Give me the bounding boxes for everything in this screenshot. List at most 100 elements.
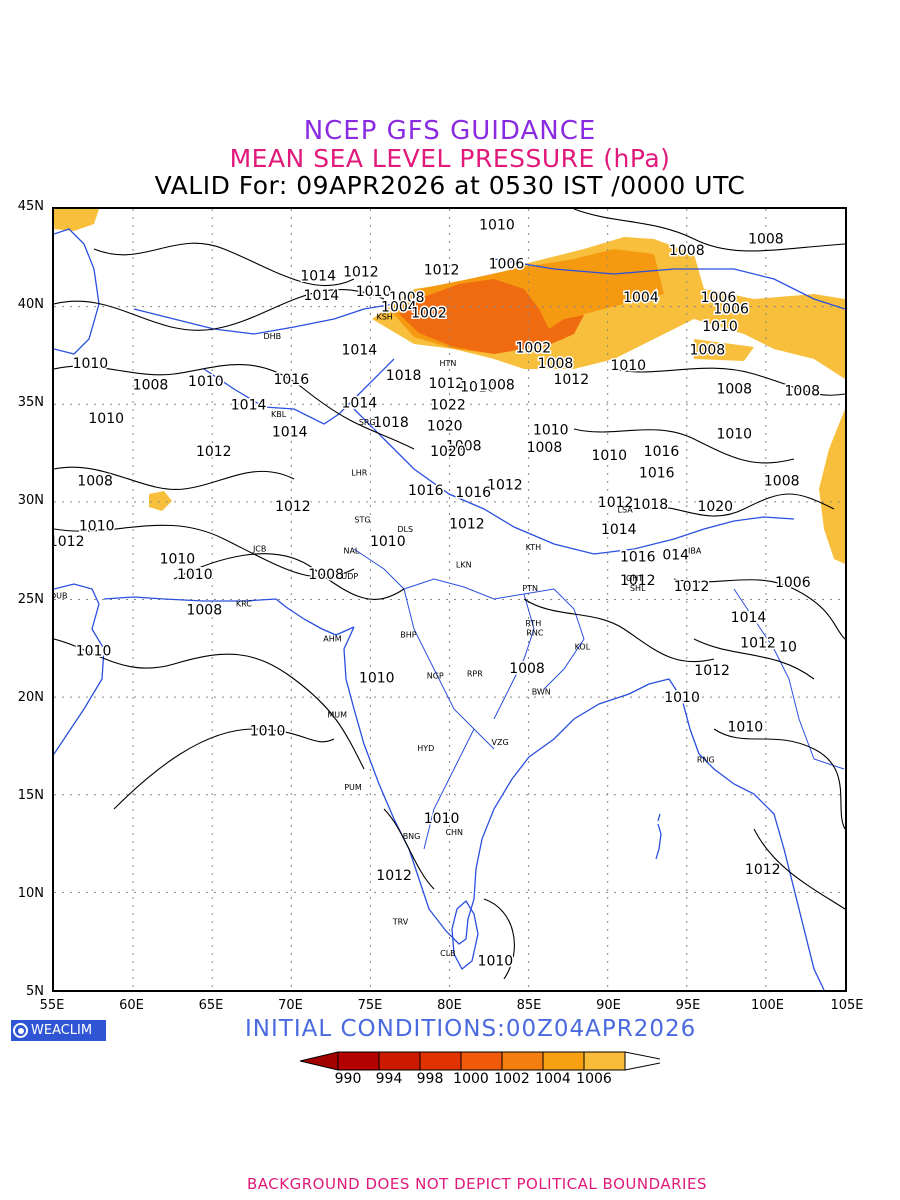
contour-label: 1008 (764, 473, 800, 489)
contour-label: 1020 (430, 444, 466, 460)
contour-label: 1006 (701, 290, 737, 306)
logo-text: WEACLIM (31, 1023, 93, 1038)
contour-label: 1010 (177, 567, 213, 583)
colorbar-segment (460, 1051, 503, 1071)
contour-label: 1014 (304, 288, 340, 304)
city-label: AHM (323, 635, 341, 644)
contour-label: 1012 (343, 264, 379, 280)
disclaimer-text: BACKGROUND DOES NOT DEPICT POLITICAL BOU… (247, 1175, 707, 1193)
contour-label: 1014 (601, 522, 637, 538)
contour-label: 1016 (620, 550, 656, 566)
colorbar-min-arrow (300, 1051, 339, 1071)
contour-label: 1012 (487, 477, 523, 493)
contour-label: 1012 (740, 635, 776, 651)
contour-label: 1018 (386, 368, 422, 384)
china-border (493, 258, 845, 310)
lat-tick-label: 25N (17, 591, 44, 607)
fill-1004-1006 (819, 409, 845, 564)
colorbar-tick-label: 1000 (453, 1071, 489, 1087)
contour-label: 1006 (713, 302, 749, 318)
bay-of-bengal-east-coast (648, 678, 825, 990)
india-coastline (343, 626, 650, 945)
gulf-of-kutch (275, 598, 355, 636)
logo-icon (13, 1023, 28, 1038)
contour-label: 1010 (160, 551, 196, 567)
city-label: KSH (376, 312, 392, 321)
lon-tick-label: 75E (357, 998, 383, 1013)
contour-label: 1016 (639, 466, 675, 482)
fill-1004-1006 (694, 339, 754, 361)
isobar-line (673, 578, 845, 640)
isobar-line (93, 242, 355, 287)
contour-label: 1008 (77, 473, 113, 489)
contour-label: 1022 (430, 397, 466, 413)
city-label: LKN (456, 560, 472, 569)
lat-tick-label: 20N (17, 689, 44, 705)
colorbar-max-arrow (624, 1051, 660, 1071)
contour-label: 1012 (674, 579, 710, 595)
chart-subtitle: MEAN SEA LEVEL PRESSURE (hPa) (229, 144, 671, 173)
contour-label: 1012 (54, 534, 84, 550)
initial-conditions: INITIAL CONDITIONS:00Z04APR2026 (245, 1016, 697, 1042)
isobar-line (54, 524, 355, 578)
colorbar-tick-label: 998 (416, 1071, 444, 1087)
city-label: RNC (526, 629, 544, 638)
contour-label: 1016 (273, 372, 309, 388)
colorbar-segment (337, 1051, 380, 1071)
lat-tick-label: 35N (17, 395, 44, 411)
city-label: GHT (626, 574, 643, 583)
contour-label: 1010 (478, 954, 514, 970)
city-label: SHL (630, 584, 646, 593)
city-label: LHR (351, 469, 367, 478)
contour-label: 1012 (598, 495, 634, 511)
contour-label: 1008 (389, 290, 425, 306)
contour-label: 1008 (538, 356, 574, 372)
isobar-line (573, 209, 845, 252)
contour-label: 1008 (509, 661, 545, 677)
isobar-line (113, 728, 335, 810)
isobar-line (54, 466, 295, 491)
myanmar-interior (733, 588, 845, 770)
contour-label: 1012 (196, 444, 232, 460)
contour-label: 1010 (188, 374, 224, 390)
himalaya-border (353, 408, 795, 555)
contour-label: 1014 (300, 268, 336, 284)
colorbar (300, 1051, 660, 1071)
contour-label: 1016 (408, 483, 444, 499)
lat-tick-label: 30N (17, 493, 44, 509)
contour-label: 1012 (424, 263, 460, 279)
contour-label: 1010 (73, 356, 109, 372)
contour-label: 1012 (429, 376, 465, 392)
makran-coast (103, 596, 277, 602)
colorbar-segment (378, 1051, 421, 1071)
contour-label: 1010 (610, 358, 646, 374)
contour-label: 1008 (527, 440, 563, 456)
contour-label: 1010 (250, 723, 286, 739)
city-label: SRG (359, 418, 376, 427)
weaclim-logo: WEACLIM (11, 1020, 106, 1041)
contour-label: 1010 (424, 811, 460, 827)
lat-tick-label: 40N (17, 297, 44, 313)
contour-label: 1004 (623, 290, 659, 306)
andaman-islands (655, 813, 662, 860)
contour-label: 1002 (411, 305, 447, 321)
city-label: HYD (417, 744, 434, 753)
contour-label: 1014 (342, 343, 378, 359)
city-label: NAL (343, 547, 359, 556)
isobar-layer (54, 209, 845, 980)
city-label: KBL (271, 410, 287, 419)
contour-label: 1012 (275, 499, 311, 515)
city-label: IBA (688, 547, 702, 556)
contour-label: 1006 (775, 575, 811, 591)
city-label: STG (354, 515, 370, 524)
city-label: PUM (344, 783, 362, 792)
contour-label: 1012 (553, 372, 589, 388)
contour-label: 1008 (308, 567, 344, 583)
indian-states (353, 548, 585, 850)
caspian-coast (54, 228, 100, 355)
contour-label: 1010 (728, 719, 764, 735)
contour-label: 1012 (694, 663, 730, 679)
city-label-layer: DHB KBL KSH HTN SRG LHR DLS STG NAL JCB DUB KRC UDP A… (54, 312, 715, 958)
contour-label: 1008 (186, 602, 222, 618)
